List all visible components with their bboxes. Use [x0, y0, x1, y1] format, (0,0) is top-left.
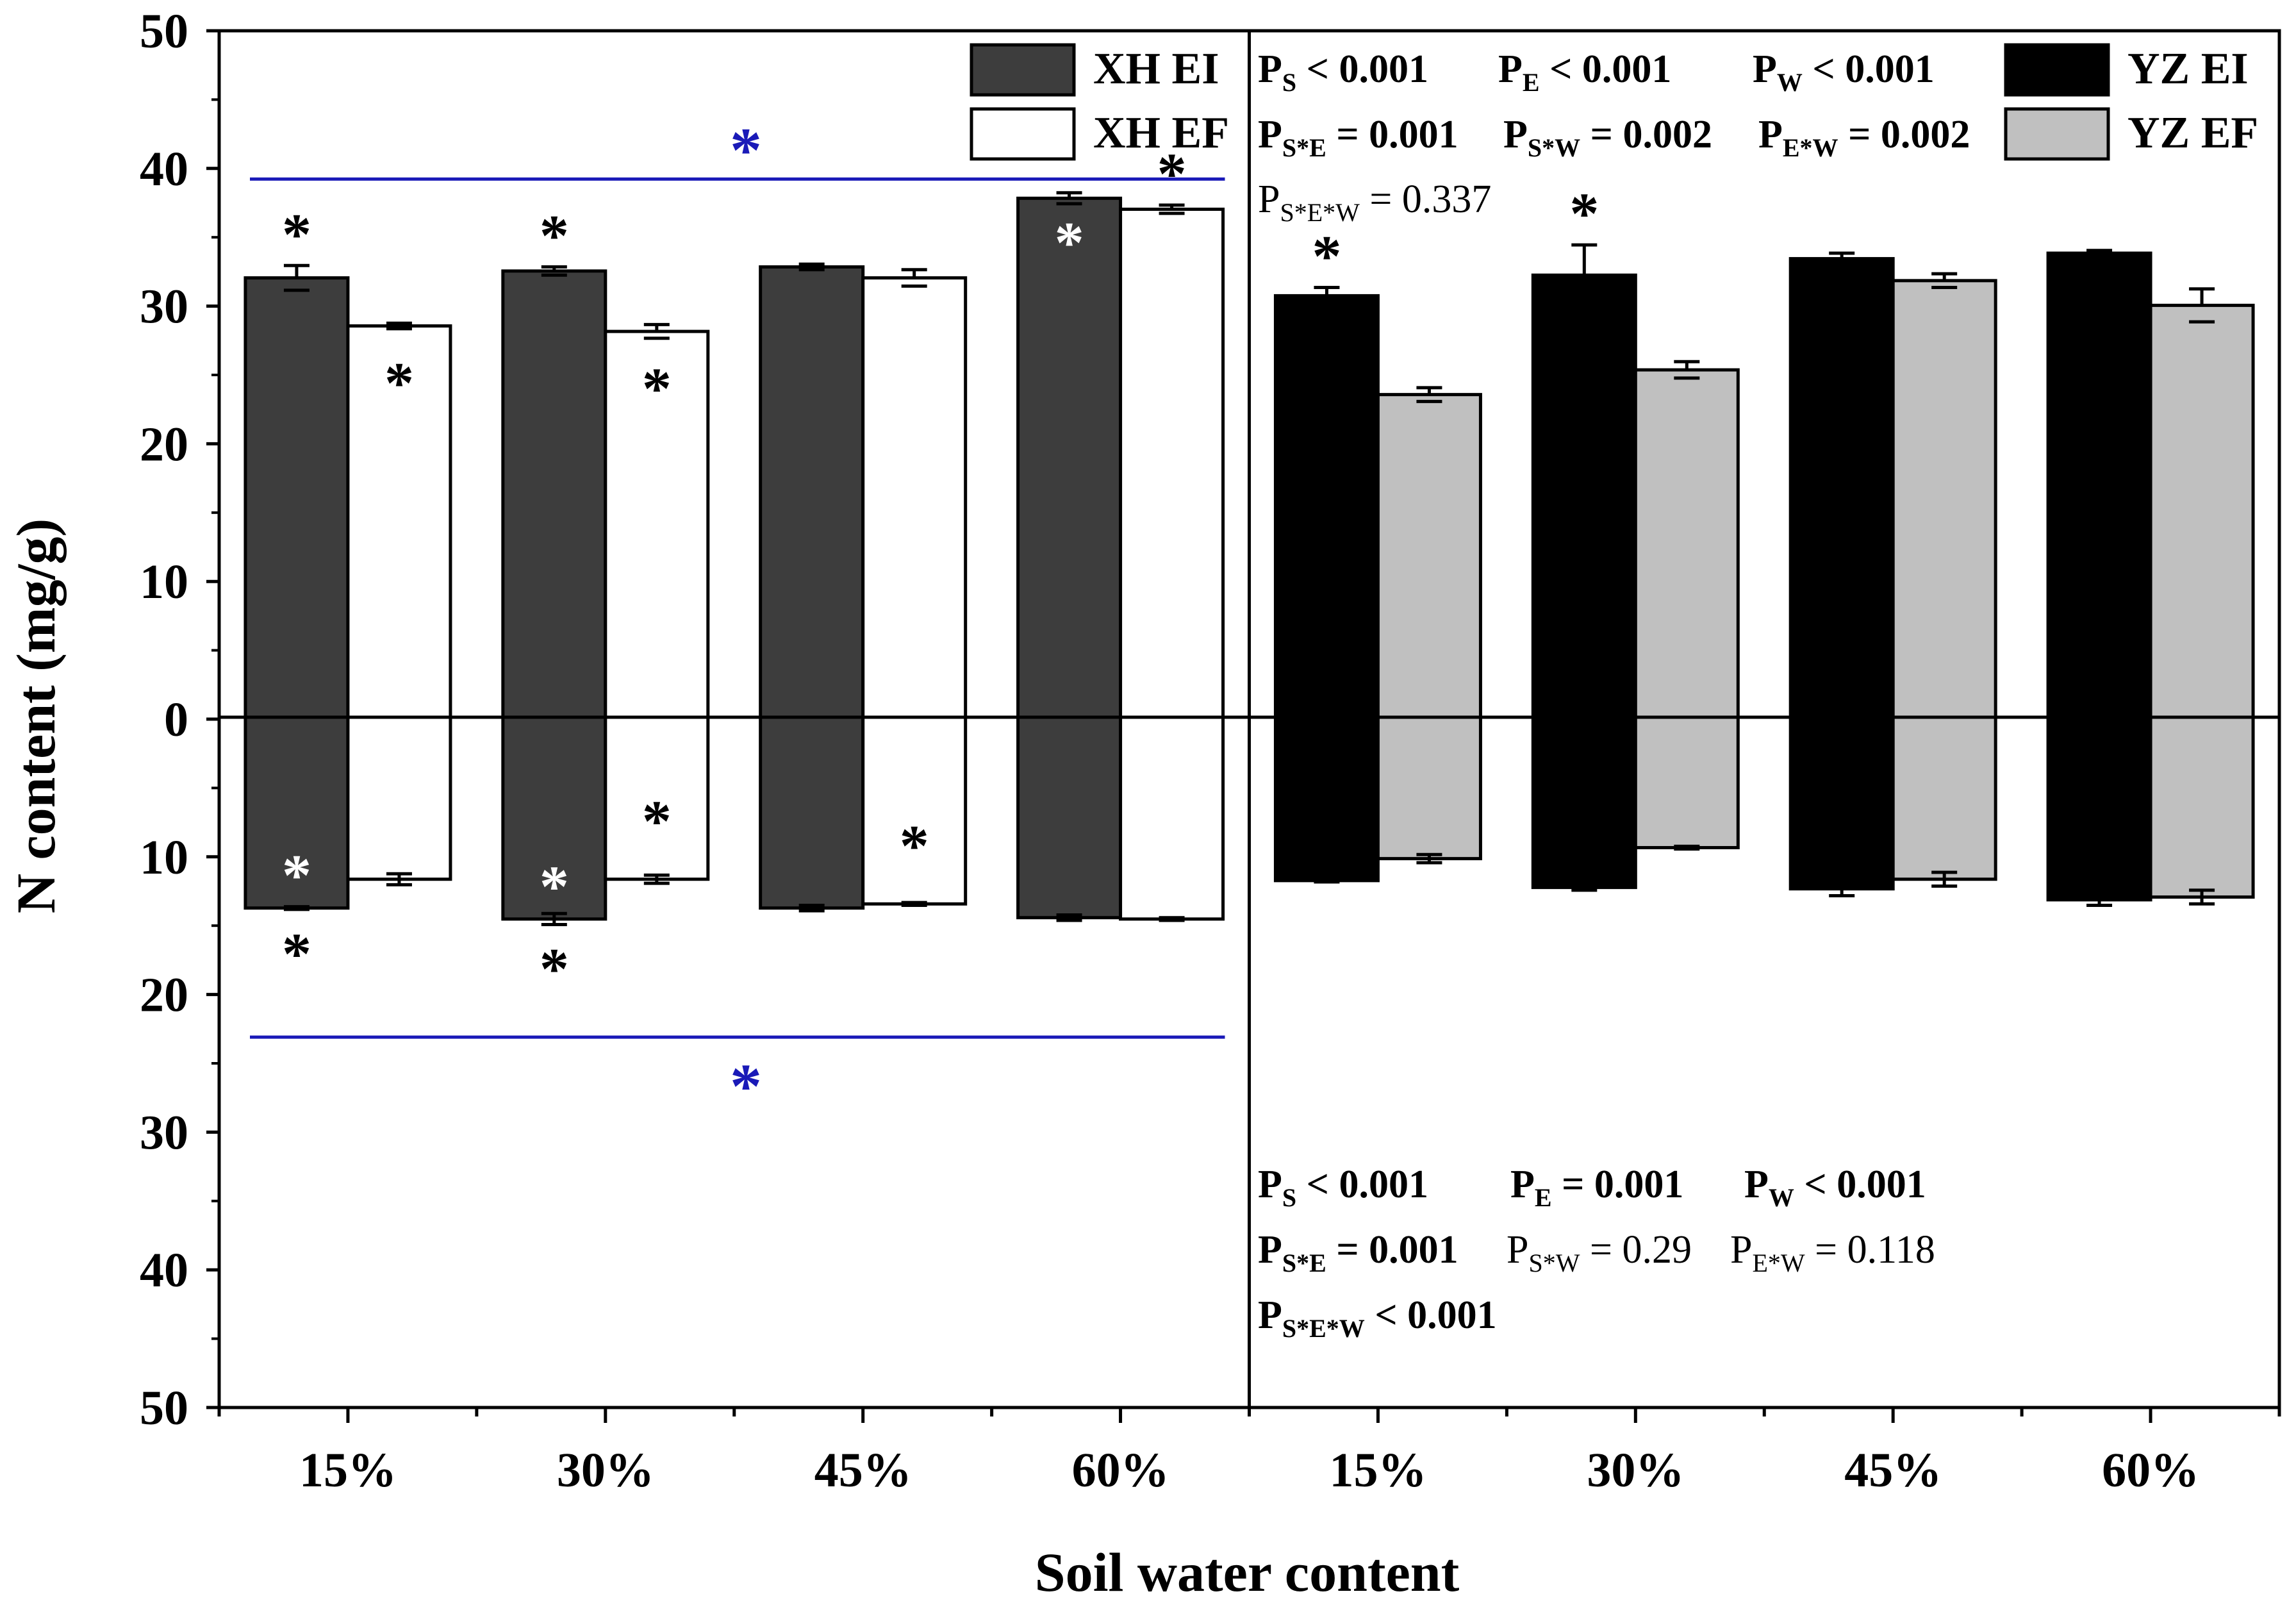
legend-xh-ef-swatch: [970, 107, 1076, 161]
bar-bottom: [1788, 715, 1895, 891]
bar-top: [1788, 257, 1895, 719]
significance-asterisk: *: [642, 788, 672, 854]
stat-annotation: PE*W = 0.002: [1758, 113, 1970, 162]
stat-annotation: PE = 0.001: [1510, 1163, 1683, 1212]
y-tick-label: 50: [140, 4, 188, 58]
bar-bottom: [1016, 715, 1123, 920]
significance-asterisk: *: [540, 854, 569, 919]
comparison-asterisk: *: [730, 1051, 762, 1122]
plot-area: 50 40 30 20 10 0 10 20 30 40 50 15% 30% 45% 60% 15% 30% 4…: [140, 4, 2281, 1497]
significance-asterisk: *: [384, 351, 414, 416]
bar-bottom: [861, 715, 968, 906]
y-tick-label: 30: [140, 280, 188, 334]
bar-bottom: [1531, 715, 1637, 890]
significance-asterisk: *: [282, 921, 311, 986]
x-tick-label: 45%: [814, 1443, 912, 1497]
bar-top: [1016, 196, 1123, 719]
x-tick-label: 30%: [557, 1443, 654, 1497]
legend-yz-ef-swatch: [2004, 107, 2110, 161]
x-tick-label: 30%: [1587, 1443, 1684, 1497]
significance-asterisk: *: [642, 356, 672, 421]
bar-bottom: [1891, 715, 1997, 881]
comparison-asterisk: *: [730, 114, 762, 185]
bar-top: [1633, 368, 1740, 719]
bar-top: [244, 276, 350, 719]
significance-asterisk: *: [1569, 181, 1599, 246]
bar-bottom: [501, 715, 607, 921]
bar-top: [1119, 207, 1225, 719]
significance-asterisk: *: [540, 203, 569, 268]
stat-annotation: PS*W = 0.29: [1507, 1228, 1692, 1277]
stat-annotation: PS*W = 0.002: [1503, 113, 1712, 162]
x-tick-label: 15%: [299, 1443, 397, 1497]
stat-annotation: PS < 0.001: [1258, 1163, 1428, 1212]
x-tick-label: 45%: [1844, 1443, 1942, 1497]
x-tick-label: 60%: [1072, 1443, 1169, 1497]
bar-bottom: [346, 715, 452, 881]
bar-top: [861, 276, 968, 719]
significance-asterisk: *: [1157, 141, 1187, 206]
y-tick-label: 50: [140, 1381, 188, 1435]
bar-bottom: [1119, 715, 1225, 921]
bar-top: [604, 329, 710, 719]
bar-top: [501, 269, 607, 719]
legend-xh-ei-label: XH EI: [1093, 44, 1219, 94]
bar-bottom: [2046, 715, 2152, 902]
x-tick-label: 15%: [1329, 1443, 1426, 1497]
y-tick-label: 10: [140, 831, 188, 885]
stat-annotation: PW < 0.001: [1744, 1163, 1926, 1212]
stat-annotation: PS*E*W < 0.001: [1258, 1293, 1497, 1343]
significance-asterisk: *: [1055, 210, 1084, 275]
stat-annotation: PS < 0.001: [1258, 47, 1428, 97]
significance-asterisk: *: [900, 813, 929, 878]
x-axis-label: Soil water content: [1035, 1541, 1460, 1603]
legend-xh-ei-swatch: [970, 43, 1076, 97]
bar-top: [1273, 294, 1380, 719]
y-tick-label: 40: [140, 142, 188, 196]
stat-annotation: PW < 0.001: [1753, 47, 1935, 97]
x-tick-label: 60%: [2102, 1443, 2199, 1497]
y-tick-label: 0: [164, 693, 188, 747]
bar-bottom: [759, 715, 865, 910]
bar-top: [2149, 303, 2255, 719]
legend-yz-ei-swatch: [2004, 43, 2110, 97]
bar-bottom: [604, 715, 710, 881]
significance-asterisk: *: [282, 843, 311, 908]
stat-annotation: PS*E*W = 0.337: [1258, 178, 1491, 227]
stat-annotation: PE < 0.001: [1498, 47, 1671, 97]
stat-annotation: PS*E = 0.001: [1258, 1228, 1458, 1277]
y-tick-label: 40: [140, 1243, 188, 1297]
significance-asterisk: *: [282, 201, 311, 267]
bar-top: [1376, 393, 1482, 719]
bar-top: [759, 265, 865, 719]
bar-bottom: [1376, 715, 1482, 861]
legend-xh-ef-label: XH EF: [1093, 108, 1229, 158]
bar-top: [1891, 279, 1997, 719]
legend-yz-ef-label: YZ EF: [2127, 108, 2258, 158]
significance-asterisk: *: [1312, 224, 1341, 289]
bar-bottom: [1633, 715, 1740, 849]
y-tick-label: 30: [140, 1106, 188, 1159]
significance-asterisk: *: [540, 936, 569, 1001]
stat-annotation: PE*W = 0.118: [1730, 1228, 1935, 1277]
bar-top: [1531, 273, 1637, 719]
stat-annotation: PS*E = 0.001: [1258, 113, 1458, 162]
bar-bottom: [2149, 715, 2255, 899]
y-tick-label: 20: [140, 968, 188, 1022]
y-tick-label: 10: [140, 555, 188, 609]
bar-bottom: [1273, 715, 1380, 883]
bar-top: [2046, 251, 2152, 719]
y-tick-label: 20: [140, 417, 188, 471]
y-axis-label: N content (mg/g): [5, 519, 67, 913]
legend-yz-ei-label: YZ EI: [2127, 44, 2249, 94]
bar-top: [346, 324, 452, 719]
